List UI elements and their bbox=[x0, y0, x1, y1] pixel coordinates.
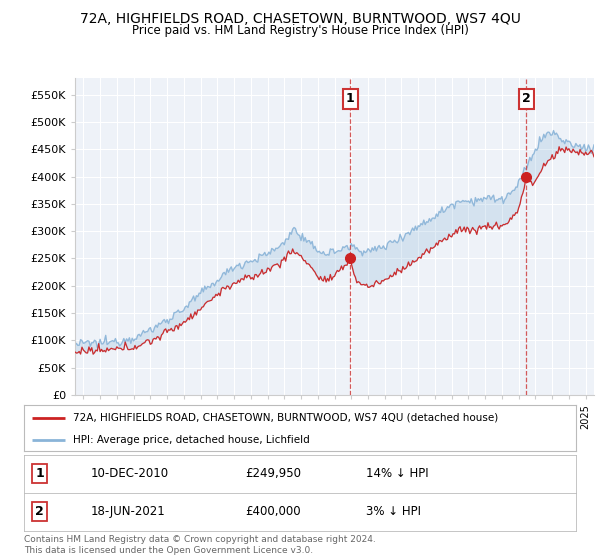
Text: 1: 1 bbox=[346, 92, 355, 105]
Text: 72A, HIGHFIELDS ROAD, CHASETOWN, BURNTWOOD, WS7 4QU: 72A, HIGHFIELDS ROAD, CHASETOWN, BURNTWO… bbox=[80, 12, 520, 26]
Text: 14% ↓ HPI: 14% ↓ HPI bbox=[366, 467, 429, 480]
Text: Contains HM Land Registry data © Crown copyright and database right 2024.
This d: Contains HM Land Registry data © Crown c… bbox=[24, 535, 376, 555]
Text: £249,950: £249,950 bbox=[245, 467, 301, 480]
Text: 2: 2 bbox=[35, 505, 44, 519]
Text: 3% ↓ HPI: 3% ↓ HPI bbox=[366, 505, 421, 519]
Text: 1: 1 bbox=[35, 467, 44, 480]
Text: 18-JUN-2021: 18-JUN-2021 bbox=[90, 505, 165, 519]
Text: HPI: Average price, detached house, Lichfield: HPI: Average price, detached house, Lich… bbox=[73, 435, 310, 445]
Text: £400,000: £400,000 bbox=[245, 505, 301, 519]
Text: 2: 2 bbox=[522, 92, 531, 105]
Text: Price paid vs. HM Land Registry's House Price Index (HPI): Price paid vs. HM Land Registry's House … bbox=[131, 24, 469, 37]
Text: 10-DEC-2010: 10-DEC-2010 bbox=[90, 467, 169, 480]
Text: 72A, HIGHFIELDS ROAD, CHASETOWN, BURNTWOOD, WS7 4QU (detached house): 72A, HIGHFIELDS ROAD, CHASETOWN, BURNTWO… bbox=[73, 413, 498, 423]
